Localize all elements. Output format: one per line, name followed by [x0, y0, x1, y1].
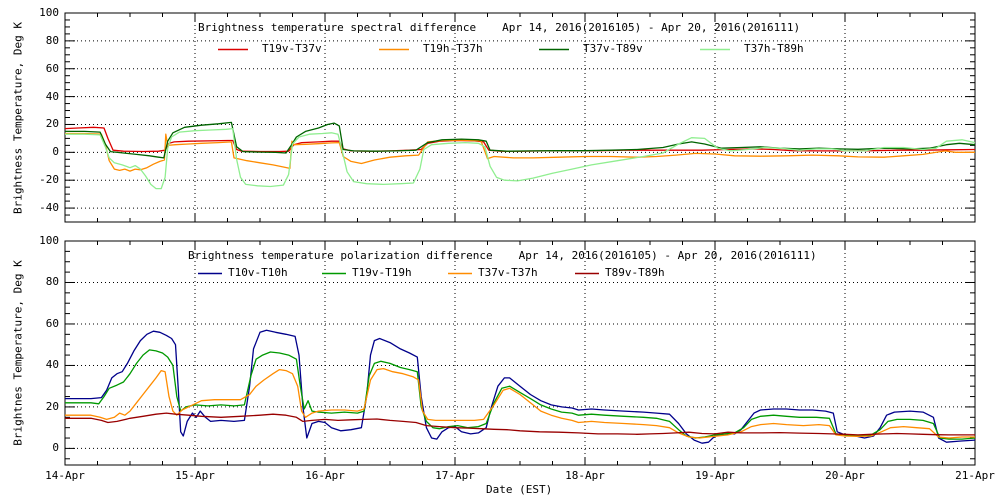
bottom-legend-label-T37v-T37h: T37v-T37h	[478, 266, 538, 279]
bottom-ytick-label: 40	[45, 358, 59, 372]
top-plot-frame	[64, 12, 976, 223]
top-ytick-label: 80	[45, 33, 59, 47]
bottom-ytick-label: 80	[45, 275, 59, 289]
bottom-legend-label-T10v-T10h: T10v-T10h	[228, 266, 288, 279]
top-ytick-label: -20	[39, 173, 59, 187]
top-plot-title: Brightness temperature spectral differen…	[198, 22, 800, 34]
top-plot-title-text: Brightness temperature spectral differen…	[198, 21, 477, 34]
xaxis-title: Date (EST)	[486, 483, 553, 496]
bottom-xtick-label: 21-Apr	[955, 469, 995, 482]
top-series-T37h-T89h	[65, 127, 976, 190]
top-ytick-label: 20	[45, 117, 59, 131]
bottom-series-T10v-T10h	[65, 329, 976, 444]
bottom-legend-label-T89v-T89h: T89v-T89h	[605, 266, 665, 279]
bottom-legend-label-T19v-T19h: T19v-T19h	[352, 266, 412, 279]
bottom-series-T37v-T37h	[65, 367, 975, 439]
top-legend-label-T19v-T37v: T19v-T37v	[262, 42, 322, 55]
top-ytick-label: 100	[39, 6, 59, 19]
top-ytick-label: -40	[39, 201, 59, 215]
bottom-ytick-label: 20	[45, 399, 59, 413]
bottom-xtick-label: 18-Apr	[565, 469, 605, 482]
top-ytick-label: 40	[45, 89, 59, 103]
top-plot-date-range: Apr 14, 2016(2016105) - Apr 20, 2016(201…	[502, 21, 801, 34]
top-plot-ylabel: Brightness Temperature, Deg K	[11, 21, 25, 215]
bottom-plot-title-text: Brightness temperature polarization diff…	[188, 249, 493, 262]
bottom-xtick-label: 20-Apr	[825, 469, 865, 482]
top-legend-label-T19h-T37h: T19h-T37h	[423, 42, 483, 55]
bottom-xtick-label: 19-Apr	[695, 469, 735, 482]
top-ytick-label: 60	[45, 61, 59, 75]
bottom-plot-ylabel: Brightnes Temperature, Deg K	[11, 260, 25, 446]
top-legend-label-T37h-T89h: T37h-T89h	[744, 42, 804, 55]
bottom-plot-frame	[64, 240, 976, 466]
bottom-ytick-label: 0	[52, 441, 59, 455]
bottom-xtick-label: 14-Apr	[45, 469, 85, 482]
bottom-xtick-label: 16-Apr	[305, 469, 345, 482]
bottom-xtick-label: 17-Apr	[435, 469, 475, 482]
bottom-plot-date-range: Apr 14, 2016(2016105) - Apr 20, 2016(201…	[518, 249, 817, 262]
bottom-plot-title: Brightness temperature polarization diff…	[188, 250, 817, 262]
top-ytick-label: 0	[52, 145, 59, 159]
bottom-series-T89v-T89h	[65, 412, 975, 436]
bottom-xtick-label: 15-Apr	[175, 469, 215, 482]
top-legend-label-T37v-T89v: T37v-T89v	[583, 42, 643, 55]
bottom-ytick-label: 100	[39, 234, 59, 247]
bottom-ytick-label: 60	[45, 316, 59, 330]
